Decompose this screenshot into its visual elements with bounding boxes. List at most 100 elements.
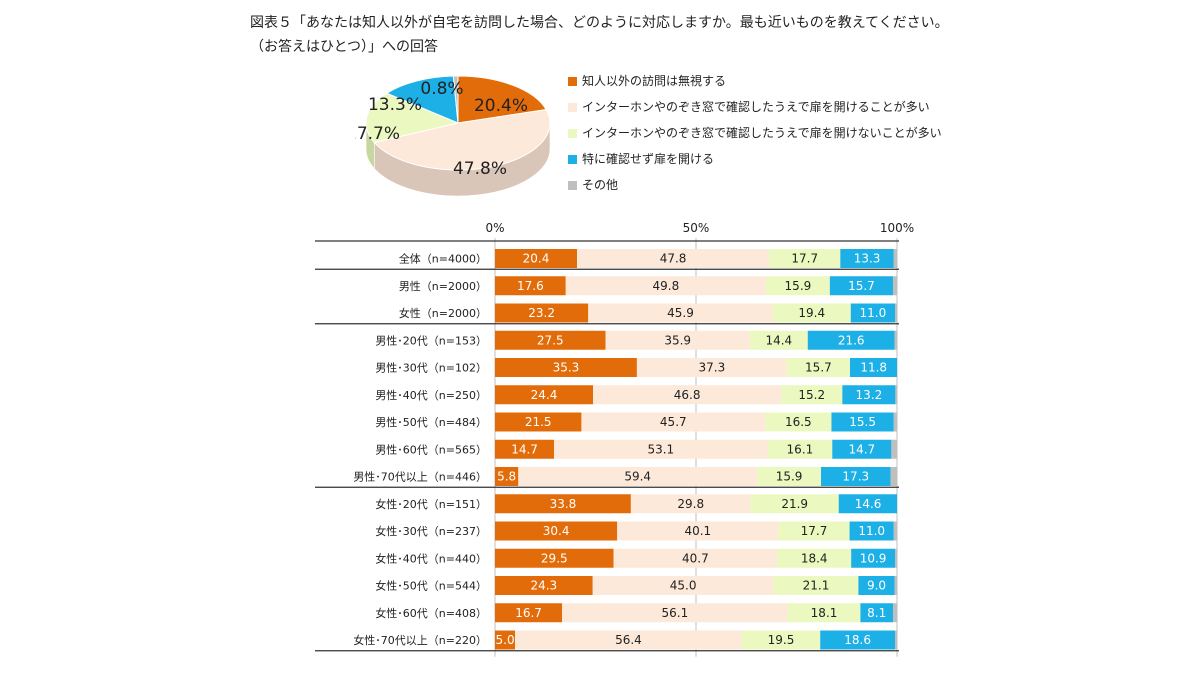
bar-segment: [581, 412, 766, 432]
pie-data-label: 20.4%: [474, 96, 528, 116]
bar-data-label: 18.6: [844, 633, 871, 647]
bar-segment: [495, 249, 578, 268]
bar-segment: [592, 576, 774, 595]
bar-data-label: 24.4: [531, 388, 558, 402]
bar-data-label: 15.9: [776, 470, 803, 484]
bar-data-label: 13.3: [854, 252, 881, 266]
pie-data-label: 17.7%: [355, 124, 400, 144]
bar-segment: [593, 385, 782, 405]
bar-segment: [605, 330, 750, 350]
bar-data-label: 17.7: [791, 252, 818, 266]
pie-slice: [457, 75, 547, 124]
bar-data-label: 21.6: [838, 333, 865, 347]
bar-data-label: 18.4: [801, 551, 828, 565]
bar-segment: [821, 467, 891, 486]
bar-segment: [749, 330, 808, 350]
category-label: 男性･40代（n=250）: [375, 388, 487, 402]
bar-segment: [773, 576, 859, 595]
bar-segment: [893, 412, 897, 432]
bar-data-label: 56.4: [615, 633, 642, 647]
bar-segment: [515, 630, 742, 650]
bar-segment: [786, 358, 850, 377]
category-label: 男性･50代（n=484）: [375, 415, 487, 429]
bar-segment: [858, 576, 895, 595]
legend-swatch-other: [568, 181, 577, 190]
category-label: 男性･30代（n=102）: [375, 361, 487, 375]
bar-segment: [820, 630, 895, 650]
bar-segment: [750, 494, 839, 514]
bar-data-label: 16.1: [787, 442, 814, 456]
chart-title-line2: （お答えはひとつ）」への回答: [250, 39, 439, 55]
bar-data-label: 40.1: [684, 524, 711, 538]
bar-data-label: 46.8: [674, 388, 701, 402]
bar-segment: [894, 303, 897, 323]
bar-segment: [495, 603, 563, 623]
pie-slice: [385, 75, 459, 124]
pie-slice: [373, 109, 551, 171]
bar-segment: [495, 330, 606, 350]
category-label: 女性･30代（n=237）: [375, 524, 487, 538]
bar-segment: [588, 303, 773, 323]
bar-segment: [495, 494, 631, 514]
bar-data-label: 21.9: [781, 497, 808, 511]
bar-segment: [562, 603, 788, 623]
bar-data-label: 45.9: [667, 306, 694, 320]
bar-data-label: 11.0: [860, 306, 887, 320]
bar-data-label: 19.4: [798, 306, 825, 320]
bar-segment: [892, 603, 897, 623]
bar-data-label: 15.2: [798, 388, 825, 402]
bar-data-label: 21.1: [803, 579, 830, 593]
bar-segment: [893, 521, 897, 541]
bar-segment: [617, 521, 779, 541]
category-label: 男性･60代（n=565）: [375, 442, 487, 456]
bar-data-label: 11.0: [858, 524, 885, 538]
bar-segment: [495, 412, 582, 432]
bar-segment: [781, 385, 843, 405]
chart-title-line1: 図表５「あなたは知人以外が自宅を訪問した場合、どのように対応しますか。最も近いも…: [250, 15, 949, 31]
legend-swatch-check-open: [568, 103, 577, 112]
bar-segment: [842, 385, 896, 405]
category-label: 女性･50代（n=544）: [375, 579, 487, 593]
bar-data-label: 35.9: [664, 333, 691, 347]
pie-slice: [365, 92, 460, 144]
bar-segment: [577, 249, 770, 268]
bar-segment: [554, 439, 768, 459]
category-label: 女性･40代（n=440）: [375, 551, 487, 565]
bar-segment: [495, 576, 593, 595]
axis-tick-label: 50%: [683, 221, 710, 235]
bar-data-label: 30.4: [543, 524, 570, 538]
bar-data-label: 20.4: [523, 252, 550, 266]
bar-segment: [495, 548, 614, 568]
bar-segment: [892, 276, 897, 296]
bar-segment: [495, 358, 637, 377]
bar-segment: [778, 521, 850, 541]
bar-segment: [894, 330, 897, 350]
bar-data-label: 5.8: [497, 470, 516, 484]
bar-data-label: 21.5: [525, 415, 552, 429]
bar-segment: [850, 303, 895, 323]
bar-segment: [769, 249, 841, 268]
bar-data-label: 35.3: [553, 361, 580, 375]
bar-data-label: 15.9: [785, 279, 812, 293]
pie-slice: [452, 75, 459, 124]
bar-data-label: 11.8: [860, 361, 887, 375]
category-label: 女性（n=2000）: [399, 306, 487, 320]
bar-data-label: 24.3: [530, 579, 557, 593]
bar-data-label: 15.5: [849, 415, 876, 429]
category-label: 女性･60代（n=408）: [375, 606, 487, 620]
category-label: 男性･70代以上（n=446）: [353, 470, 487, 484]
bar-segment: [495, 467, 519, 486]
bar-data-label: 49.8: [652, 279, 679, 293]
bar-segment: [495, 385, 594, 405]
bar-data-label: 13.2: [856, 388, 883, 402]
bar-segment: [495, 521, 618, 541]
bar-segment: [851, 548, 895, 568]
bar-data-label: 47.8: [660, 252, 687, 266]
bar-segment: [890, 467, 897, 486]
bar-data-label: 45.7: [660, 415, 687, 429]
bar-data-label: 37.3: [699, 361, 726, 375]
bar-data-label: 33.8: [550, 497, 577, 511]
bar-data-label: 17.7: [801, 524, 828, 538]
bar-segment: [777, 548, 852, 568]
